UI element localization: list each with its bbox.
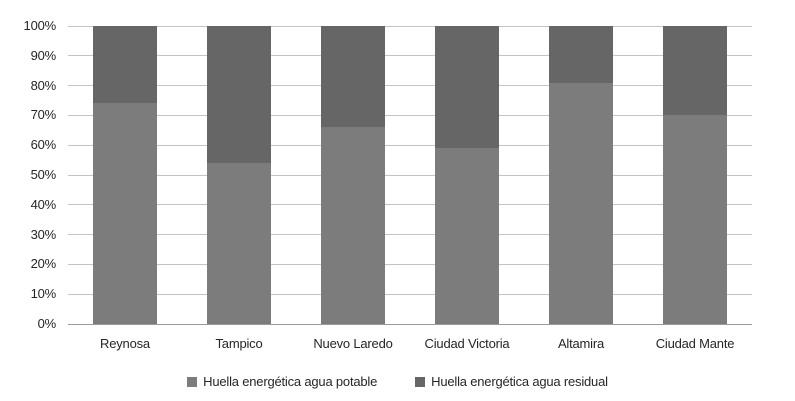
y-tick-label: 70% [30, 107, 57, 123]
x-tick-label: Ciudad Mante [655, 336, 735, 351]
legend: Huella energética agua potable Huella ene… [0, 374, 795, 389]
stacked-bar [549, 26, 613, 324]
bar-segment-series-0 [93, 103, 157, 324]
bars-layer [68, 26, 752, 324]
gridline [68, 55, 752, 57]
legend-swatch-icon [415, 376, 426, 387]
bar-slot-nuevo-laredo [296, 26, 410, 324]
legend-entry: Huella energética agua potable [187, 374, 377, 389]
x-tick-label: Ciudad Victoria [424, 336, 510, 351]
bar-segment-series-1 [321, 26, 385, 128]
gridline [68, 174, 752, 176]
y-axis: 0% 10% 20% 30% 40% 50% 60% 70% 80% 90% 100% [0, 18, 60, 331]
gridline [68, 85, 752, 87]
bar-slot-altamira [524, 26, 638, 324]
stacked-bar [663, 26, 727, 324]
y-tick-label: 40% [30, 196, 57, 212]
gridline [68, 263, 752, 265]
bar-segment-series-0 [321, 127, 385, 324]
legend-entry: Huella energética agua residual [415, 374, 608, 389]
y-tick-label: 90% [30, 47, 57, 63]
y-tick-label: 0% [37, 316, 57, 331]
bar-segment-series-1 [93, 26, 157, 104]
bar-slot-ciudad-mante [638, 26, 752, 324]
x-tick-label: Tampico [215, 336, 263, 351]
bar-segment-series-1 [435, 26, 499, 149]
legend-label: Huella energética agua residual [431, 374, 608, 389]
y-tick-label: 50% [30, 167, 57, 182]
y-tick-label: 30% [30, 226, 57, 242]
x-tick-label: Reynosa [100, 336, 150, 351]
y-tick-label: 10% [30, 286, 57, 302]
x-tick-label: Nuevo Laredo [313, 336, 393, 351]
gridline [68, 234, 752, 236]
plot-area [68, 25, 752, 325]
gridline [68, 204, 752, 206]
legend-label: Huella energética agua potable [203, 374, 378, 389]
bar-segment-series-0 [207, 163, 271, 324]
bar-segment-series-0 [435, 148, 499, 324]
stacked-bar [207, 26, 271, 324]
bar-segment-series-0 [663, 115, 727, 324]
bar-segment-series-1 [549, 26, 613, 83]
bar-slot-reynosa [68, 26, 182, 324]
gridline [68, 293, 752, 295]
y-tick-label: 60% [30, 137, 57, 153]
gridline [68, 144, 752, 146]
bar-slot-ciudad-victoria [410, 26, 524, 324]
x-axis-line [68, 323, 752, 325]
y-tick-label: 100% [23, 18, 57, 33]
y-tick-label: 80% [30, 77, 57, 93]
legend-swatch-icon [187, 376, 198, 387]
x-tick-label: Altamira [557, 336, 605, 351]
x-axis: Reynosa Tampico Nuevo Laredo Ciudad Victori… [68, 336, 752, 351]
bar-segment-series-0 [549, 82, 613, 324]
stacked-bar [435, 26, 499, 324]
gridline [68, 25, 752, 27]
bar-segment-series-1 [207, 26, 271, 164]
y-tick-label: 20% [30, 256, 57, 272]
bar-slot-tampico [182, 26, 296, 324]
stacked-bar [93, 26, 157, 324]
bar-segment-series-1 [663, 26, 727, 116]
stacked-bar [321, 26, 385, 324]
gridline [68, 114, 752, 116]
